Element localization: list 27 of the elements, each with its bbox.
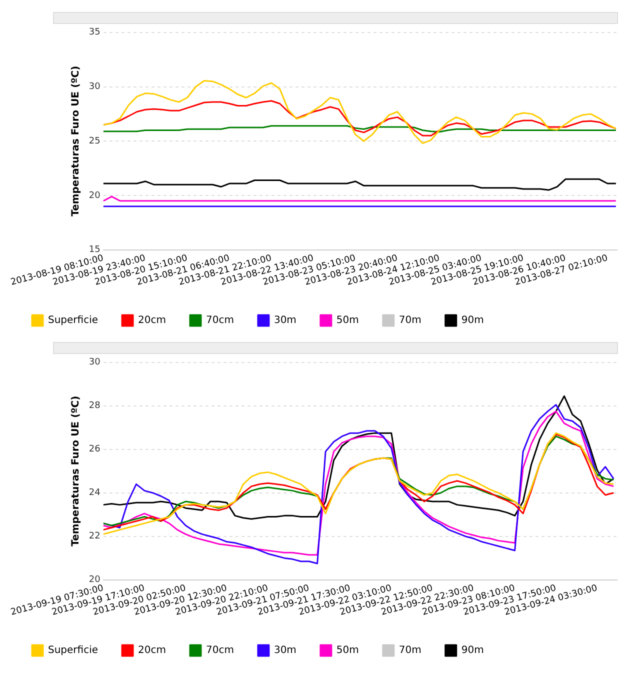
y-tick-label: 22 <box>88 532 100 542</box>
y-axis-title: Temperaturas Furo UE (ºC) <box>70 66 82 216</box>
legend-label: 20cm <box>138 645 166 656</box>
y-tick-label: 35 <box>88 28 100 38</box>
legend-label: 30m <box>274 645 296 656</box>
y-tick-label: 30 <box>88 82 101 92</box>
legend-label: Superficie <box>48 315 98 326</box>
y-axis-title: Temperaturas Furo UE (ºC) <box>70 396 82 546</box>
legend-label: 70cm <box>206 315 234 326</box>
legend-label: 50m <box>336 315 359 326</box>
y-tick-label: 25 <box>88 136 100 146</box>
legend-label: 90m <box>461 645 484 656</box>
y-tick-label: 28 <box>88 401 101 412</box>
legend-label: 70m <box>398 645 422 656</box>
y-tick-label: 24 <box>88 488 101 498</box>
y-tick-label: 30 <box>88 358 101 368</box>
y-tick-label: 20 <box>88 575 101 586</box>
legend-label: 70cm <box>206 645 234 656</box>
legend-label: 30m <box>274 315 296 326</box>
y-tick-label: 15 <box>88 245 100 256</box>
y-tick-label: 20 <box>88 190 101 201</box>
legend-label: Superficie <box>48 645 98 656</box>
legend-label: 20cm <box>138 315 166 326</box>
y-tick-label: 26 <box>88 444 101 455</box>
legend-label: 70m <box>398 315 422 326</box>
legend-label: 50m <box>336 645 359 656</box>
legend-label: 90m <box>461 315 484 326</box>
